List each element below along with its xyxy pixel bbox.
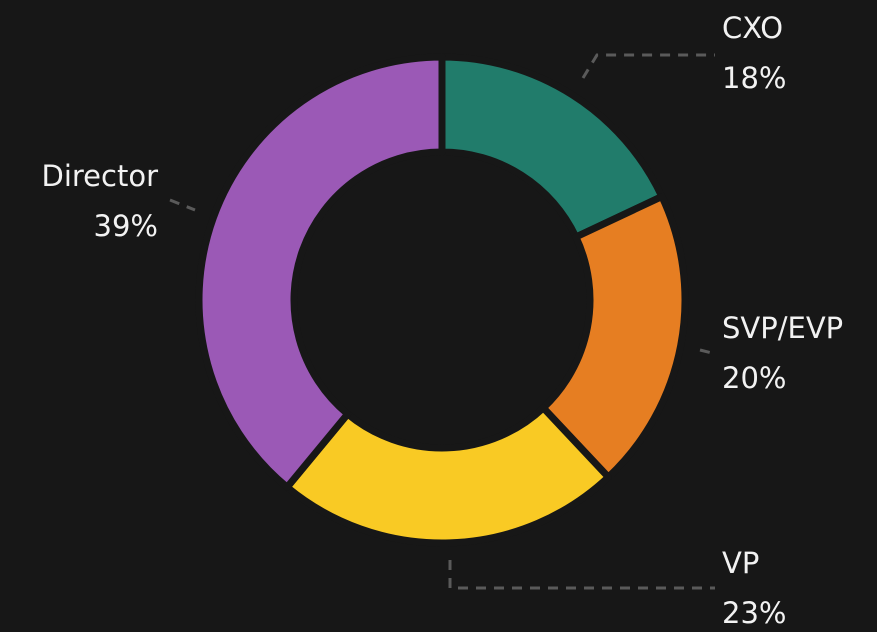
slice-label: Director xyxy=(42,159,159,193)
donut-slice xyxy=(195,53,446,491)
leader-line xyxy=(448,560,715,590)
donut-slice xyxy=(438,53,666,241)
slice-label: VP xyxy=(722,546,759,580)
leader-line xyxy=(169,198,196,212)
slice-value-label: 23% xyxy=(722,596,786,630)
leader-line xyxy=(699,348,713,355)
donut-slice xyxy=(283,404,612,547)
slice-label: CXO xyxy=(722,11,783,45)
slice-label: SVP/EVP xyxy=(722,311,843,345)
slice-value-label: 20% xyxy=(722,361,786,395)
leader-line xyxy=(581,53,715,79)
slice-value-label: 39% xyxy=(94,209,158,243)
donut-slice xyxy=(539,193,689,481)
slice-value-label: 18% xyxy=(722,61,786,95)
